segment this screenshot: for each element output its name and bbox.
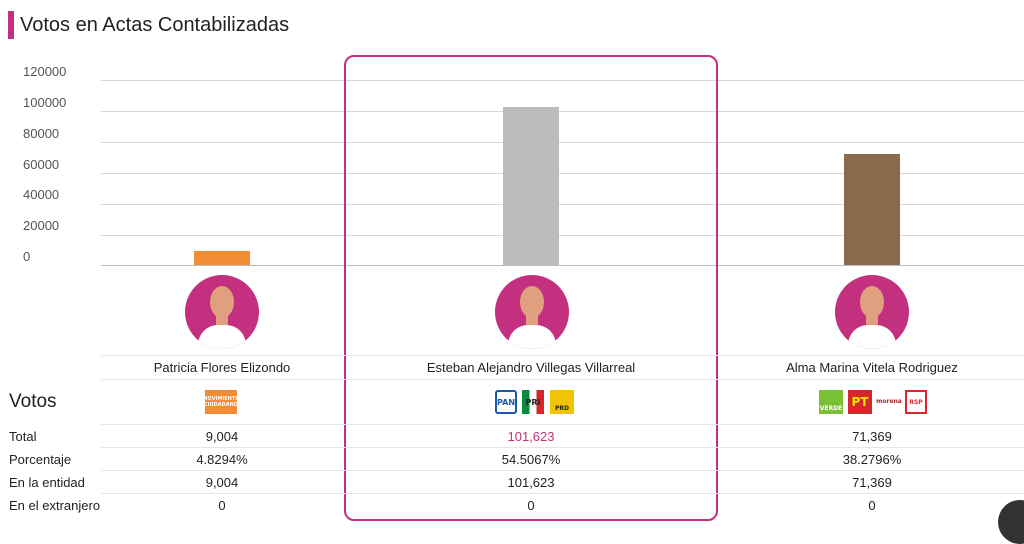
pt-logo: PT <box>848 390 872 414</box>
porcentaje-value: 38.2796% <box>842 452 902 467</box>
gridline <box>101 235 1024 236</box>
total-value: 71,369 <box>852 429 892 444</box>
total-value-winner: 101,623 <box>507 429 555 444</box>
avatar <box>185 275 259 349</box>
y-tick-label: 120000 <box>23 64 67 79</box>
movimiento-ciudadano-logo: MOVIMIENTO CIUDADANO <box>203 390 239 414</box>
y-tick-label: 0 <box>23 249 31 264</box>
row-divider <box>101 379 1024 380</box>
total-value: 9,004 <box>205 429 239 444</box>
y-tick-label: 40000 <box>23 187 60 202</box>
entidad-value: 71,369 <box>852 475 892 490</box>
verde-logo: VERDE <box>819 390 843 414</box>
extranjero-value: 0 <box>527 498 535 513</box>
porcentaje-value: 54.5067% <box>501 452 561 467</box>
gridline <box>101 111 1024 112</box>
row-divider <box>101 470 1024 471</box>
bar-esteban <box>503 107 559 265</box>
row-divider <box>101 355 1024 356</box>
row-label-porcentaje: Porcentaje <box>9 452 72 467</box>
candidate-name: Alma Marina Vitela Rodriguez <box>786 360 958 375</box>
entidad-value: 101,623 <box>507 475 555 490</box>
extranjero-value: 0 <box>868 498 876 513</box>
y-tick-label: 20000 <box>23 218 60 233</box>
gridline <box>101 142 1024 143</box>
row-divider <box>101 493 1024 494</box>
extranjero-value: 0 <box>218 498 226 513</box>
prd-logo: PRD <box>550 390 574 414</box>
candidate-name: Patricia Flores Elizondo <box>153 360 291 375</box>
gridline <box>101 204 1024 205</box>
baseline <box>101 265 1024 266</box>
title-accent-bar <box>8 11 14 39</box>
row-divider <box>101 424 1024 425</box>
entidad-value: 9,004 <box>205 475 239 490</box>
rsp-logo: RSP <box>905 390 927 414</box>
bar-patricia <box>194 251 250 265</box>
row-label-entidad: En la entidad <box>9 475 85 490</box>
votos-heading: Votos <box>9 391 57 412</box>
row-label-total: Total <box>9 429 37 444</box>
gridline <box>101 80 1024 81</box>
avatar <box>835 275 909 349</box>
winner-highlight-frame <box>344 55 718 521</box>
avatar <box>495 275 569 349</box>
y-tick-label: 60000 <box>23 157 60 172</box>
pri-logo: PRI <box>522 390 544 414</box>
row-divider <box>101 447 1024 448</box>
gridline <box>101 173 1024 174</box>
bar-alma <box>844 154 900 265</box>
candidate-name: Esteban Alejandro Villegas Villarreal <box>426 360 636 375</box>
page-title: Votos en Actas Contabilizadas <box>20 14 290 36</box>
row-label-extranjero: En el extranjero <box>9 498 101 513</box>
pan-logo: PAN <box>495 390 517 414</box>
porcentaje-value: 4.8294% <box>196 452 248 467</box>
y-tick-label: 80000 <box>23 126 60 141</box>
y-tick-label: 100000 <box>23 95 67 110</box>
morena-logo: morena <box>876 393 902 409</box>
